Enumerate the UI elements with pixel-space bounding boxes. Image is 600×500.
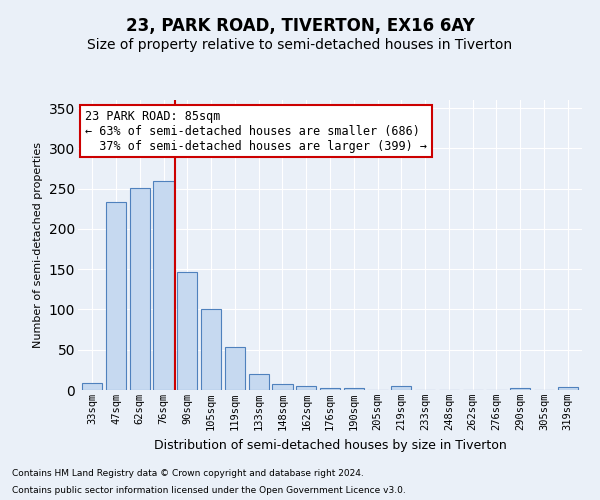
- Bar: [248, 374, 269, 390]
- Bar: [510, 388, 530, 390]
- Bar: [130, 188, 150, 390]
- Text: 23 PARK ROAD: 85sqm
← 63% of semi-detached houses are smaller (686)
  37% of sem: 23 PARK ROAD: 85sqm ← 63% of semi-detach…: [85, 110, 427, 152]
- Y-axis label: Number of semi-detached properties: Number of semi-detached properties: [33, 142, 43, 348]
- X-axis label: Distribution of semi-detached houses by size in Tiverton: Distribution of semi-detached houses by …: [154, 438, 506, 452]
- Bar: [82, 383, 103, 390]
- Bar: [272, 384, 293, 390]
- Text: Contains public sector information licensed under the Open Government Licence v3: Contains public sector information licen…: [12, 486, 406, 495]
- Bar: [557, 387, 578, 390]
- Text: Contains HM Land Registry data © Crown copyright and database right 2024.: Contains HM Land Registry data © Crown c…: [12, 468, 364, 477]
- Text: 23, PARK ROAD, TIVERTON, EX16 6AY: 23, PARK ROAD, TIVERTON, EX16 6AY: [125, 18, 475, 36]
- Bar: [296, 386, 316, 390]
- Bar: [225, 348, 245, 390]
- Bar: [391, 386, 412, 390]
- Bar: [201, 310, 221, 390]
- Bar: [154, 180, 173, 390]
- Text: Size of property relative to semi-detached houses in Tiverton: Size of property relative to semi-detach…: [88, 38, 512, 52]
- Bar: [320, 388, 340, 390]
- Bar: [177, 272, 197, 390]
- Bar: [106, 202, 126, 390]
- Bar: [344, 388, 364, 390]
